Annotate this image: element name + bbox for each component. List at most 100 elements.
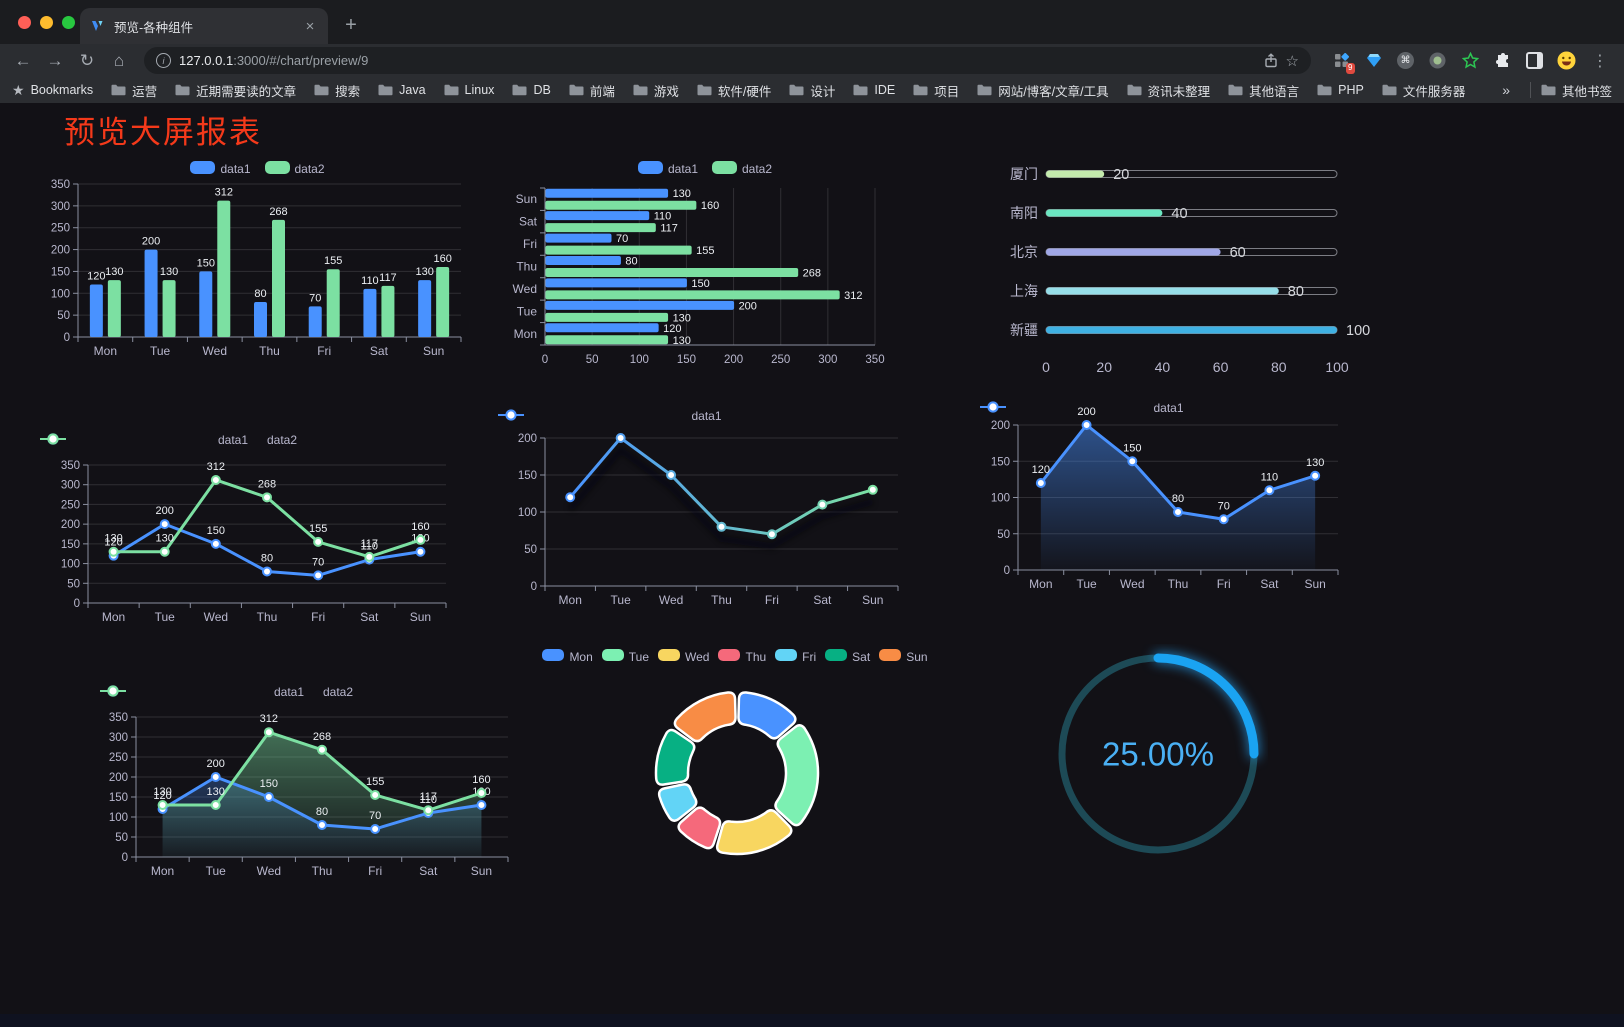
other-bookmarks-button[interactable]: 其他书签 — [1541, 81, 1612, 100]
address-bar[interactable]: i 127.0.0.1:3000/#/chart/preview/9 ☆ — [144, 47, 1311, 74]
bookmark-item[interactable]: 资讯未整理 — [1127, 81, 1210, 100]
svg-text:200: 200 — [109, 772, 128, 784]
svg-text:Wed: Wed — [659, 593, 683, 607]
legend-item-Sun[interactable]: Sun — [879, 649, 928, 664]
chart-line-gradient[interactable]: data1 0 50 100 150 200 Mon Tue Wed Thu Fri Sat Sun — [498, 396, 910, 612]
legend-item-Thu[interactable]: Thu — [718, 649, 766, 664]
legend-item-data2[interactable]: data2 — [40, 433, 297, 447]
menu-kebab-icon[interactable]: ⋮ — [1592, 52, 1608, 70]
svg-text:200: 200 — [1077, 406, 1095, 418]
chart-line-two-series[interactable]: data1 data2 0 50 100 150 200 250 300 350 Mon Tue Wed… — [40, 420, 470, 638]
back-button[interactable]: ← — [14, 50, 32, 70]
folder-icon — [853, 84, 868, 96]
bookmark-star-icon[interactable]: ☆ — [1285, 52, 1299, 70]
bookmark-item[interactable]: 近期需要读的文章 — [175, 81, 296, 100]
legend-item-data1[interactable]: data1 — [40, 433, 248, 447]
legend-item-data2[interactable]: data2 — [100, 685, 353, 699]
url-host: 127.0.0.1 — [179, 53, 234, 68]
svg-text:155: 155 — [324, 255, 342, 267]
chart-horizontal-bar[interactable]: data1 data2 0 50 100 150 200 250 300 350 Sun Sat Fri… — [505, 148, 905, 373]
bookmark-item[interactable]: Java — [378, 83, 426, 97]
zoom-window-button[interactable] — [62, 16, 75, 29]
browser-tab[interactable]: 预览-各种组件 × — [80, 8, 328, 44]
site-info-icon[interactable]: i — [156, 53, 171, 68]
svg-text:120: 120 — [87, 271, 105, 283]
legend-item-Wed[interactable]: Wed — [658, 649, 709, 664]
line-chart-canvas[interactable]: 0 50 100 150 200 250 300 350 Mon Tue Wed Thu Fri Sat S… — [100, 672, 522, 890]
chart-gauge[interactable]: 25.00% — [1048, 644, 1268, 864]
profile-avatar-icon[interactable] — [1556, 51, 1576, 71]
bookmark-item[interactable]: 文件服务器 — [1382, 81, 1465, 100]
bookmark-item[interactable]: 项目 — [913, 81, 959, 100]
svg-text:300: 300 — [51, 201, 70, 213]
legend-item-Fri[interactable]: Fri — [775, 649, 816, 664]
svg-text:150: 150 — [691, 278, 709, 290]
svg-text:Tue: Tue — [150, 344, 171, 358]
bookmark-item[interactable]: IDE — [853, 83, 895, 97]
svg-text:312: 312 — [215, 187, 233, 199]
recorder-extension-icon[interactable] — [1427, 51, 1447, 71]
puzzle-icon[interactable] — [1493, 51, 1513, 71]
chart-area-single[interactable]: data1 0 50 100 150 200 Mon Tue Wed Thu Fri Sat Sun 12… — [980, 388, 1352, 596]
line-chart-canvas[interactable]: 0 50 100 150 200 250 300 350 Mon Tue Wed Thu Fri Sat S… — [40, 420, 470, 638]
forward-button[interactable]: → — [46, 50, 64, 70]
bookmark-item[interactable]: DB — [512, 83, 551, 97]
extensions-grid-icon[interactable]: 9 — [1331, 51, 1355, 74]
donut-chart-canvas[interactable] — [505, 636, 965, 896]
svg-text:100: 100 — [61, 559, 80, 571]
progress-chart-canvas[interactable]: 厦门 20 南阳 40 北京 60 上海 80 新疆 100 0 20 40 60 80 100 — [958, 150, 1380, 392]
svg-text:150: 150 — [207, 525, 225, 537]
svg-text:70: 70 — [616, 233, 628, 245]
bookmarks-root[interactable]: Bookmarks — [30, 83, 94, 97]
legend-item-data1[interactable]: data1 — [190, 161, 251, 177]
hbar-chart-canvas[interactable]: 0 50 100 150 200 250 300 350 Sun Sat Fri Thu Wed Tue M… — [505, 148, 905, 373]
reload-button[interactable]: ↻ — [79, 50, 95, 70]
tab-close-icon[interactable]: × — [305, 17, 315, 35]
svg-text:130: 130 — [1306, 457, 1324, 469]
bookmark-item[interactable]: 网站/博客/文章/工具 — [977, 81, 1109, 100]
bookmark-item[interactable]: 软件/硬件 — [697, 81, 771, 100]
legend-item-Tue[interactable]: Tue — [601, 649, 649, 664]
legend-item-data1[interactable]: data1 — [498, 409, 722, 423]
chart-donut[interactable]: Mon Tue Wed Thu Fri Sat Sun — [505, 636, 965, 896]
chart-grouped-bar[interactable]: data1 data2 0 50 100 150 200 250 300 350 Mon Tue Wed… — [40, 148, 475, 370]
close-window-button[interactable] — [18, 16, 31, 29]
chart-progress-bars[interactable]: 厦门 20 南阳 40 北京 60 上海 80 新疆 100 0 20 40 60 80 100 — [958, 150, 1380, 392]
gem-icon[interactable] — [1364, 51, 1384, 71]
svg-text:130: 130 — [673, 312, 691, 324]
legend-item-data1[interactable]: data1 — [980, 401, 1184, 415]
gauge-chart-canvas[interactable]: 25.00% — [1048, 644, 1268, 864]
bookmark-item[interactable]: 搜索 — [314, 81, 360, 100]
bookmark-item[interactable]: 其他语言 — [1228, 81, 1299, 100]
share-icon[interactable] — [1264, 53, 1278, 68]
bookmarks-overflow-button[interactable]: » — [1502, 82, 1510, 98]
legend-item-Mon[interactable]: Mon — [542, 649, 593, 664]
svg-text:100: 100 — [630, 354, 649, 366]
bookmarks-star-icon[interactable]: ★ — [12, 81, 25, 98]
legend-item-data1[interactable]: data1 — [637, 161, 698, 177]
chart-area-two-series[interactable]: data1 data2 0 50 100 150 200 250 300 350 Mon Tue Wed… — [100, 672, 522, 890]
bookmark-item[interactable]: 运营 — [111, 81, 157, 100]
bookmark-item[interactable]: 前端 — [569, 81, 615, 100]
line-chart-canvas[interactable]: 0 50 100 150 200 Mon Tue Wed Thu Fri Sat Sun — [498, 396, 910, 612]
home-button[interactable]: ⌂ — [113, 50, 125, 70]
command-extension-icon[interactable]: ⌘ — [1397, 52, 1414, 69]
legend-item-data1[interactable]: data1 — [100, 685, 304, 699]
side-panel-icon[interactable] — [1526, 52, 1543, 69]
legend-item-data2[interactable]: data2 — [264, 161, 325, 177]
line-chart-canvas[interactable]: 0 50 100 150 200 Mon Tue Wed Thu Fri Sat Sun 120 200 1… — [980, 388, 1352, 596]
bookmark-item[interactable]: PHP — [1317, 83, 1364, 97]
green-star-icon[interactable] — [1460, 51, 1480, 71]
bookmark-item[interactable]: 设计 — [789, 81, 835, 100]
bookmark-item[interactable]: Linux — [444, 83, 494, 97]
legend-item-Sat[interactable]: Sat — [825, 649, 870, 664]
bookmark-item[interactable]: 游戏 — [633, 81, 679, 100]
svg-text:160: 160 — [411, 521, 429, 533]
bar-chart-canvas[interactable]: 0 50 100 150 200 250 300 350 Mon Tue Wed Thu Fri Sat S… — [40, 148, 475, 370]
svg-text:150: 150 — [197, 257, 215, 269]
new-tab-button[interactable]: + — [345, 13, 357, 36]
legend-item-data2[interactable]: data2 — [712, 161, 772, 177]
minimize-window-button[interactable] — [40, 16, 53, 29]
svg-text:120: 120 — [104, 537, 122, 549]
url-text: 127.0.0.1:3000/#/chart/preview/9 — [179, 53, 1256, 68]
